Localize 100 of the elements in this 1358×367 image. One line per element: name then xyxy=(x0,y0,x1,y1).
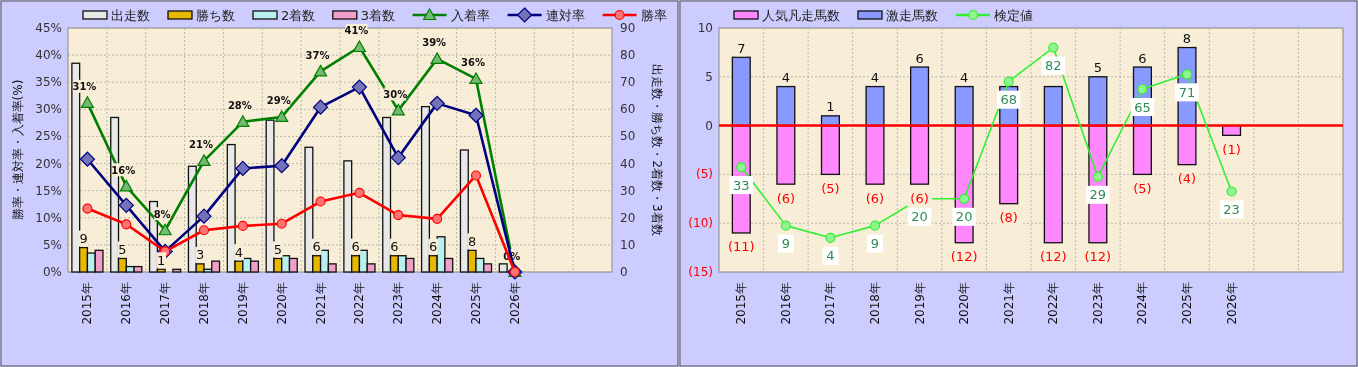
data-label: (6) xyxy=(776,190,796,206)
data-label: 23 xyxy=(1223,201,1240,217)
data-label: 4 xyxy=(234,244,244,260)
y-tick-label: 30% xyxy=(35,102,62,117)
legend-label: 3着数 xyxy=(360,7,396,23)
data-label: 5 xyxy=(118,241,127,257)
y2-tick-label: 60 xyxy=(620,102,636,117)
x-tick-label: 2026年 xyxy=(507,282,522,325)
y2-tick-label: 20 xyxy=(620,210,636,225)
data-label: 39% xyxy=(422,37,447,49)
x-tick-label: 2018年 xyxy=(868,282,882,325)
data-label: 8 xyxy=(1182,31,1192,47)
x-tick-label: 2022年 xyxy=(352,282,367,325)
x-tick-label: 2025年 xyxy=(469,282,483,325)
legend-label: 連対率 xyxy=(545,7,585,23)
x-tick-label: 2021年 xyxy=(1001,282,1016,325)
data-label: 28% xyxy=(227,100,252,112)
data-label: (5) xyxy=(1133,180,1152,196)
y-tick-label: (15) xyxy=(688,265,713,279)
data-label: 8 xyxy=(467,233,477,249)
data-label: 36% xyxy=(461,57,485,69)
y-tick-label: 35% xyxy=(35,75,62,90)
y-tick-label: 15% xyxy=(35,183,62,198)
x-tick-label: 2015年 xyxy=(734,282,749,325)
data-label: 9 xyxy=(870,236,880,252)
y2-tick-label: 90 xyxy=(620,21,636,35)
data-label: 82 xyxy=(1045,58,1062,74)
data-label: (6) xyxy=(910,190,929,206)
y-tick-label: 5% xyxy=(42,237,62,252)
data-label: 65 xyxy=(1134,99,1151,115)
data-label: 5 xyxy=(1093,60,1102,76)
x-tick-label: 2020年 xyxy=(957,282,972,325)
y-tick-label: 10 xyxy=(697,21,713,35)
legend-label: 人気凡走馬数 xyxy=(762,7,840,23)
data-label: 6 xyxy=(312,239,321,255)
y2-tick-label: 10 xyxy=(620,237,636,252)
data-label: 16% xyxy=(111,164,136,176)
y-tick-label: 25% xyxy=(35,129,62,144)
y-tick-label: 20% xyxy=(35,156,62,171)
legend-label: 出走数 xyxy=(111,7,150,23)
data-label: 71 xyxy=(1178,84,1196,100)
y-tick-label: (5) xyxy=(696,167,713,182)
y-tick-label: 10% xyxy=(35,210,62,225)
data-label: 5 xyxy=(273,241,282,257)
data-label: 31% xyxy=(72,81,97,93)
data-label: (8) xyxy=(999,210,1018,226)
data-label: 6 xyxy=(915,50,924,66)
data-label: 21% xyxy=(189,139,213,151)
y2-tick-label: 50 xyxy=(620,129,636,144)
data-label: (4) xyxy=(1177,171,1197,187)
data-label: 20 xyxy=(911,209,928,225)
data-label: 1 xyxy=(826,99,835,115)
y-tick-label: (10) xyxy=(688,216,713,231)
data-label: 37% xyxy=(305,49,330,61)
x-tick-label: 2017年 xyxy=(158,282,173,325)
data-label: (5) xyxy=(821,180,840,196)
y-axis-title: 勝率・連対率・入着率(%) xyxy=(11,79,25,221)
x-tick-label: 2024年 xyxy=(430,282,445,325)
data-label: 1 xyxy=(157,252,166,268)
legend-label: 勝ち数 xyxy=(196,7,235,23)
x-tick-label: 2018年 xyxy=(197,282,211,325)
data-label: 4 xyxy=(870,70,880,86)
x-tick-label: 2017年 xyxy=(823,282,838,325)
data-label: 7 xyxy=(737,40,746,56)
x-tick-label: 2019年 xyxy=(912,282,927,325)
y-tick-label: 5 xyxy=(705,69,713,84)
data-label: 41% xyxy=(344,25,369,37)
x-tick-label: 2020年 xyxy=(274,282,289,325)
data-label: 8% xyxy=(153,208,171,220)
legend-label: 入着率 xyxy=(450,7,490,23)
x-tick-label: 2023年 xyxy=(391,282,406,325)
y2-tick-label: 70 xyxy=(620,75,636,90)
data-label: 29% xyxy=(266,95,291,107)
data-label: 3 xyxy=(195,247,205,263)
data-label: 29 xyxy=(1089,187,1107,203)
data-label: 9 xyxy=(781,236,790,252)
y-tick-label: 0% xyxy=(42,265,62,279)
y-tick-label: 45% xyxy=(35,21,62,35)
x-tick-label: 2015年 xyxy=(80,282,95,325)
data-label: 68 xyxy=(1000,92,1017,108)
data-label: 4 xyxy=(781,70,790,86)
data-label: 6 xyxy=(351,239,360,255)
y2-tick-label: 0 xyxy=(620,265,628,279)
data-label: 6 xyxy=(429,239,438,255)
y-tick-label: 0 xyxy=(705,118,713,133)
data-label: 30% xyxy=(383,88,408,100)
x-tick-label: 2019年 xyxy=(235,282,250,325)
y2-tick-label: 80 xyxy=(620,48,636,63)
data-label: 4 xyxy=(960,70,969,86)
data-label: 4 xyxy=(826,248,835,264)
y2-tick-label: 30 xyxy=(620,183,636,198)
legend-label: 勝率 xyxy=(640,7,667,23)
x-tick-label: 2023年 xyxy=(1090,282,1105,325)
data-label: (6) xyxy=(865,190,885,206)
data-label: (12) xyxy=(1039,249,1067,265)
legend-label: 検定値 xyxy=(994,7,1033,23)
data-label: (12) xyxy=(950,249,978,265)
x-tick-label: 2024年 xyxy=(1135,282,1150,325)
data-label: 6 xyxy=(1138,50,1147,66)
x-tick-label: 2022年 xyxy=(1046,282,1061,325)
